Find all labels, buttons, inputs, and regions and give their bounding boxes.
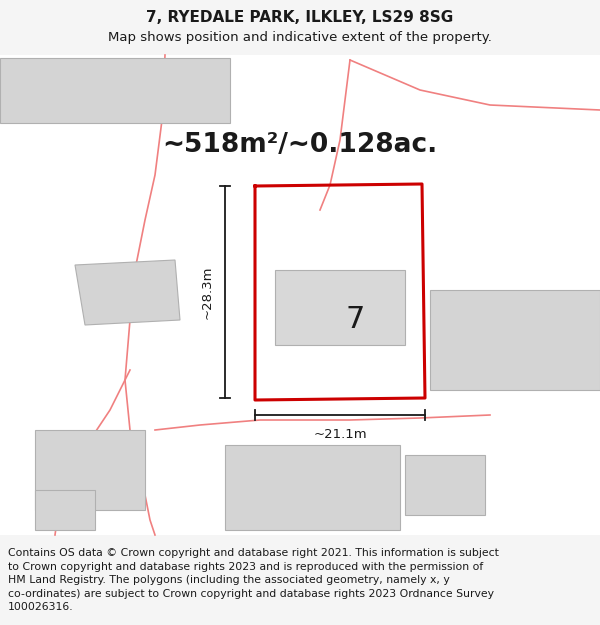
Text: Map shows position and indicative extent of the property.: Map shows position and indicative extent… [108, 31, 492, 44]
Text: Contains OS data © Crown copyright and database right 2021. This information is : Contains OS data © Crown copyright and d… [8, 548, 499, 612]
Bar [405, 455, 485, 515]
Text: ~518m²/~0.128ac.: ~518m²/~0.128ac. [163, 132, 437, 158]
Text: 7: 7 [346, 306, 365, 334]
Text: ~28.3m: ~28.3m [200, 265, 214, 319]
Bar [35, 490, 95, 530]
Bar [0, 55, 600, 535]
Bar [35, 430, 145, 510]
Text: 7, RYEDALE PARK, ILKLEY, LS29 8SG: 7, RYEDALE PARK, ILKLEY, LS29 8SG [146, 11, 454, 26]
Polygon shape [75, 260, 180, 325]
Bar [275, 270, 405, 345]
Bar [0, 58, 230, 123]
Text: ~21.1m: ~21.1m [313, 429, 367, 441]
Bar [225, 445, 400, 530]
Bar [430, 290, 600, 390]
